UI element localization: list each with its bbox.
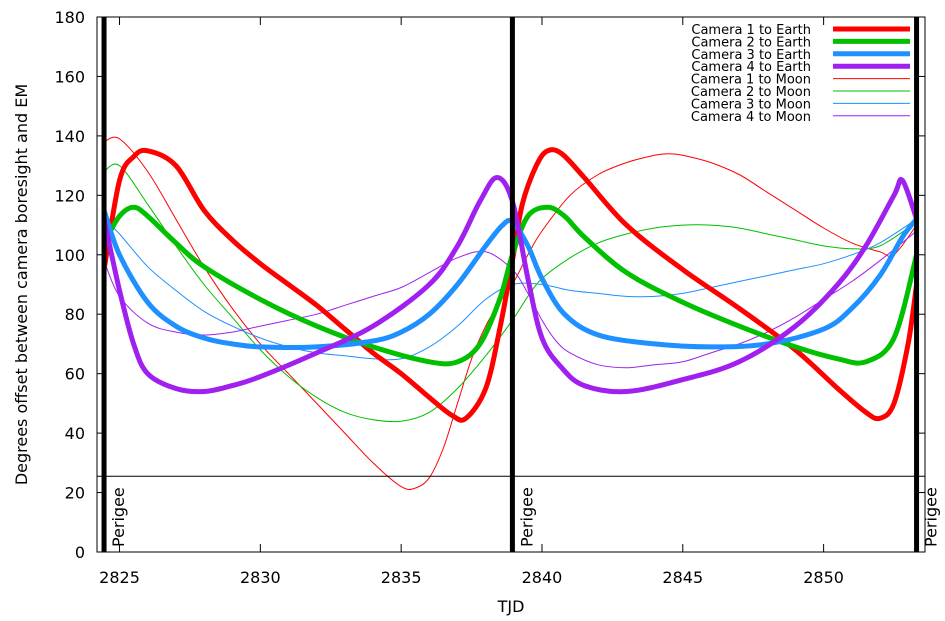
perigee-label-2: Perigee	[517, 487, 536, 547]
legend-label-5: Camera 1 to Moon	[691, 73, 811, 88]
legend-label-2: Camera 2 to Earth	[691, 35, 811, 50]
y-tick-label-160: 160	[54, 67, 85, 86]
legend-label-4: Camera 4 to Earth	[691, 60, 811, 75]
x-tick-label-2825: 2825	[99, 568, 140, 587]
series-line-4	[101, 175, 920, 395]
y-tick-label-100: 100	[54, 246, 85, 265]
plot-area: Perigee Perigee Perigee	[96, 16, 941, 553]
y-axis: 0 20 40 60 80 100 120 140 160 180	[54, 8, 925, 562]
legend-label-7: Camera 3 to Moon	[691, 97, 811, 112]
legend-label-1: Camera 1 to Earth	[691, 23, 811, 38]
y-tick-label-140: 140	[54, 127, 85, 146]
y-tick-label-80: 80	[65, 305, 85, 324]
legend-label-3: Camera 3 to Earth	[691, 48, 811, 63]
perigee-markers: Perigee Perigee Perigee	[101, 17, 941, 552]
perigee-label-3: Perigee	[922, 487, 941, 547]
perigee-label-1: Perigee	[109, 487, 128, 547]
series-line-8	[103, 230, 918, 369]
x-tick-label-2840: 2840	[522, 568, 563, 587]
y-tick-label-0: 0	[75, 543, 85, 562]
series-line-1	[101, 147, 920, 423]
series-line-3	[101, 207, 920, 350]
y-tick-label-120: 120	[54, 186, 85, 205]
series-lines	[101, 136, 920, 490]
legend-label-8: Camera 4 to Moon	[691, 110, 811, 125]
x-tick-label-2845: 2845	[662, 568, 703, 587]
series-line-7	[103, 218, 918, 361]
y-tick-label-40: 40	[65, 424, 85, 443]
y-tick-label-20: 20	[65, 484, 85, 503]
x-tick-label-2830: 2830	[240, 568, 281, 587]
x-tick-label-2835: 2835	[381, 568, 422, 587]
x-axis-label: TJD	[497, 597, 525, 616]
series-line-2	[101, 204, 920, 367]
x-axis: 2825 2830 2835 2840 2845 2850	[99, 17, 844, 587]
y-tick-label-180: 180	[54, 8, 85, 27]
legend-label-6: Camera 2 to Moon	[691, 85, 811, 100]
y-axis-label: Degrees offset between camera boresight …	[12, 84, 31, 485]
x-tick-label-2850: 2850	[803, 568, 844, 587]
y-tick-label-60: 60	[65, 365, 85, 384]
